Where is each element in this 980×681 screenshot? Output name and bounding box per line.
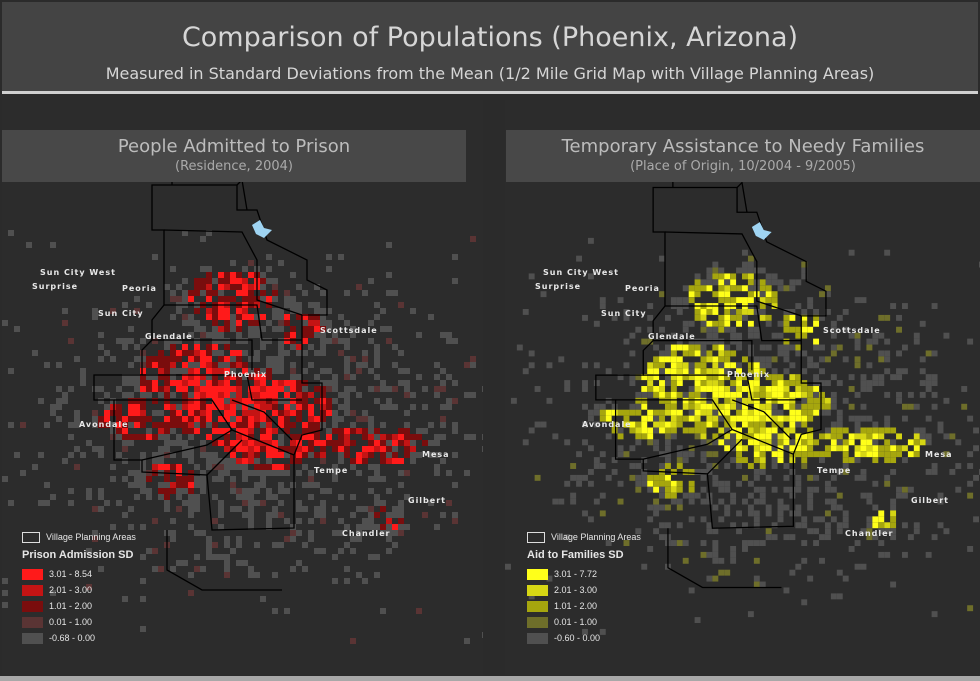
legend-item: -0.60 - 0.00 xyxy=(527,633,601,645)
legend-item: 1.01 - 2.00 xyxy=(527,601,598,613)
boundary-swatch xyxy=(527,532,545,544)
legend-label: 0.01 - 1.00 xyxy=(554,617,598,627)
legend-swatch xyxy=(22,617,43,629)
legend-swatch xyxy=(527,617,548,629)
city-label-gilbert: Gilbert xyxy=(911,496,949,505)
legend-item: 0.01 - 1.00 xyxy=(22,617,93,629)
legend-swatch xyxy=(527,633,548,645)
lake-shape xyxy=(751,222,772,240)
legend-label: -0.60 - 0.00 xyxy=(554,633,601,643)
legend-title: Aid to Families SD xyxy=(527,549,624,561)
city-label-phoenix: Phoenix xyxy=(224,370,268,379)
tanf-grid-map xyxy=(505,177,980,635)
legend-item: 2.01 - 3.00 xyxy=(22,585,93,597)
legend-label: 3.01 - 7.72 xyxy=(554,569,598,579)
legend-tanf: Village Planning Areas Aid to Families S… xyxy=(527,532,727,652)
city-label-tempe: Tempe xyxy=(817,466,852,475)
city-label-mesa: Mesa xyxy=(925,450,953,459)
panel-title-box: Temporary Assistance to Needy Families (… xyxy=(506,130,980,182)
grid-cells xyxy=(2,230,483,644)
village-planning-boundaries xyxy=(595,177,827,589)
legend-label: -0.68 - 0.00 xyxy=(49,633,96,643)
legend-item: 3.01 - 8.54 xyxy=(22,569,93,581)
panel-subtitle: (Residence, 2004) xyxy=(175,159,293,174)
city-label-tempe: Tempe xyxy=(314,466,349,475)
page-subtitle: Measured in Standard Deviations from the… xyxy=(105,64,875,83)
legend-swatch xyxy=(527,585,548,597)
city-label-sun-city: Sun City xyxy=(98,309,144,318)
city-label-sun-city-west: Sun City West xyxy=(543,268,619,277)
legend-swatch xyxy=(527,601,548,613)
boundary-swatch xyxy=(22,532,40,544)
legend-boundary-label: Village Planning Areas xyxy=(551,532,641,542)
prison-grid-map xyxy=(2,175,483,644)
legend-boundary: Village Planning Areas xyxy=(22,532,136,544)
city-label-glendale: Glendale xyxy=(145,332,193,341)
footer-bar xyxy=(0,676,980,681)
village-planning-boundaries xyxy=(93,175,328,591)
legend-prison: Village Planning Areas Prison Admission … xyxy=(22,532,222,652)
city-label-chandler: Chandler xyxy=(342,529,391,538)
city-label-surprise: Surprise xyxy=(32,282,79,291)
city-label-peoria: Peoria xyxy=(122,284,157,293)
city-label-scottsdale: Scottsdale xyxy=(320,326,378,335)
city-label-peoria: Peoria xyxy=(625,284,660,293)
legend-swatch xyxy=(527,569,548,581)
legend-boundary: Village Planning Areas xyxy=(527,532,641,544)
panel-subtitle: (Place of Origin, 10/2004 - 9/2005) xyxy=(630,159,856,174)
city-label-avondale: Avondale xyxy=(79,420,129,429)
header: Comparison of Populations (Phoenix, Ariz… xyxy=(2,2,978,94)
city-label-phoenix: Phoenix xyxy=(727,370,771,379)
legend-label: 2.01 - 3.00 xyxy=(554,585,598,595)
lake-shape xyxy=(252,220,272,238)
legend-swatch xyxy=(22,601,43,613)
city-label-chandler: Chandler xyxy=(845,529,894,538)
city-label-scottsdale: Scottsdale xyxy=(823,326,881,335)
city-label-sun-city-west: Sun City West xyxy=(40,268,116,277)
legend-label: 0.01 - 1.00 xyxy=(49,617,93,627)
city-label-sun-city: Sun City xyxy=(601,309,647,318)
panel-title-box: People Admitted to Prison (Residence, 20… xyxy=(2,130,466,182)
city-label-glendale: Glendale xyxy=(648,332,696,341)
city-label-mesa: Mesa xyxy=(422,450,450,459)
legend-label: 1.01 - 2.00 xyxy=(554,601,598,611)
legend-label: 1.01 - 2.00 xyxy=(49,601,93,611)
legend-item: 1.01 - 2.00 xyxy=(22,601,93,613)
legend-item: 3.01 - 7.72 xyxy=(527,569,598,581)
legend-title: Prison Admission SD xyxy=(22,549,134,561)
city-label-gilbert: Gilbert xyxy=(408,496,446,505)
panel-title: Temporary Assistance to Needy Families xyxy=(561,136,925,157)
legend-label: 3.01 - 8.54 xyxy=(49,569,93,579)
legend-item: 0.01 - 1.00 xyxy=(527,617,598,629)
page-title: Comparison of Populations (Phoenix, Ariz… xyxy=(181,22,799,53)
legend-swatch xyxy=(22,569,43,581)
legend-label: 2.01 - 3.00 xyxy=(49,585,93,595)
legend-swatch xyxy=(22,585,43,597)
legend-swatch xyxy=(22,633,43,645)
panel-title: People Admitted to Prison xyxy=(117,136,351,157)
legend-item: 2.01 - 3.00 xyxy=(527,585,598,597)
map-panel-tanf: Temporary Assistance to Needy Families (… xyxy=(505,100,980,675)
legend-boundary-label: Village Planning Areas xyxy=(46,532,136,542)
legend-item: -0.68 - 0.00 xyxy=(22,633,96,645)
map-panel-prison: People Admitted to Prison (Residence, 20… xyxy=(2,100,483,675)
city-label-avondale: Avondale xyxy=(582,420,632,429)
city-label-surprise: Surprise xyxy=(535,282,582,291)
